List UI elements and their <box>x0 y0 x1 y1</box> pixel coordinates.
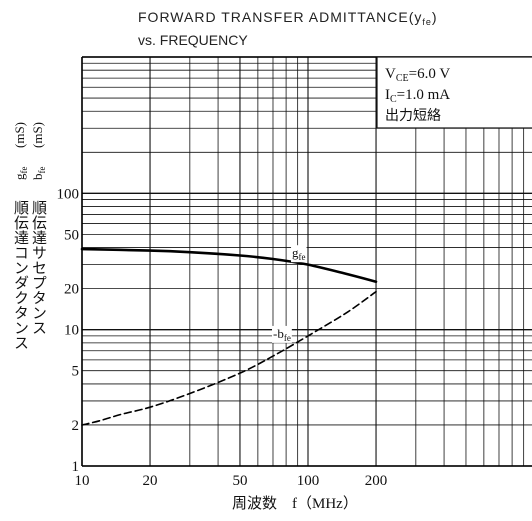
chart-title-line1: FORWARD TRANSFER ADMITTANCE(yfe) <box>138 9 438 27</box>
x-tick-label: 200 <box>365 473 388 489</box>
condition-ic: IC=1.0 mA <box>385 87 450 105</box>
chart-title-line2: vs. FREQUENCY <box>138 32 248 48</box>
x-tick-label: 20 <box>143 473 158 489</box>
x-tick-label: 50 <box>232 473 247 489</box>
x-tick-label: 10 <box>75 473 90 489</box>
series-gfe-label: gfe <box>292 245 306 262</box>
y-unit-ms-1: (mS) <box>12 122 27 148</box>
x-tick-labels: 10 20 50 100 200 <box>75 473 388 489</box>
y-unit-b: bfe <box>30 167 47 181</box>
y-tick-label: 1 <box>72 459 80 475</box>
y-unit-ms-2: (mS) <box>30 122 45 148</box>
svg-text:(mS): (mS) <box>12 122 27 148</box>
y-tick-label: 2 <box>72 418 80 434</box>
y-axis-label-conductance: 順伝達コンダクタンス <box>12 200 29 350</box>
series-label-background <box>271 325 292 343</box>
x-axis-label: 周波数 f（MHz） <box>232 495 358 512</box>
svg-text:bfe: bfe <box>30 167 47 181</box>
y-tick-label: 100 <box>57 186 80 202</box>
y-axis-label-susceptance: 順伝達サセプタンス <box>30 200 47 335</box>
y-tick-label: 20 <box>64 282 79 298</box>
series-gfe-line <box>80 247 378 283</box>
series-bfe-label: -bfe <box>273 326 291 343</box>
y-tick-label: 10 <box>64 323 79 339</box>
y-tick-labels: 1 2 5 10 20 50 100 <box>57 186 80 475</box>
svg-text:gfe: gfe <box>12 167 29 181</box>
y-tick-label: 50 <box>64 227 79 243</box>
conditions-box: VCE=6.0 V IC=1.0 mA 出力短絡 <box>376 56 532 129</box>
series-bfe-line <box>81 290 377 426</box>
data-curves <box>80 247 378 426</box>
series-label-background <box>291 245 307 263</box>
condition-output-short: 出力短絡 <box>385 108 441 124</box>
condition-vce: VCE=6.0 V <box>385 66 450 84</box>
curve-labels: gfe -bfe <box>271 245 307 343</box>
y-tick-label: 5 <box>72 364 80 380</box>
x-tick-label: 100 <box>297 473 320 489</box>
svg-text:(mS): (mS) <box>30 122 45 148</box>
y-unit-g: gfe <box>12 167 29 181</box>
